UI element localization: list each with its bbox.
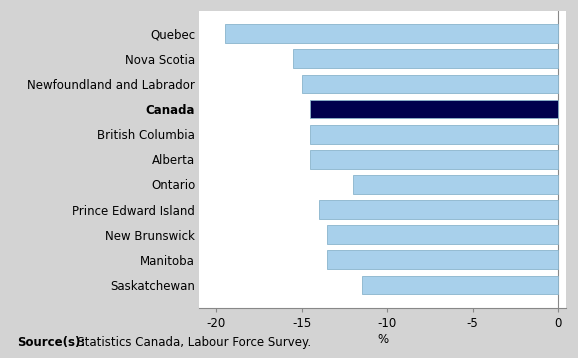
Text: Statistics Canada, Labour Force Survey.: Statistics Canada, Labour Force Survey.	[66, 336, 312, 349]
Bar	[310, 100, 558, 118]
X-axis label: %: %	[377, 333, 388, 346]
Bar	[328, 250, 558, 269]
Bar	[225, 24, 558, 43]
Bar	[362, 276, 558, 294]
Bar	[310, 150, 558, 169]
Text: Source(s):: Source(s):	[17, 336, 86, 349]
Bar	[319, 200, 558, 219]
Bar	[353, 175, 558, 194]
Bar	[310, 125, 558, 144]
Bar	[328, 225, 558, 244]
Bar	[293, 49, 558, 68]
Bar	[302, 74, 558, 93]
